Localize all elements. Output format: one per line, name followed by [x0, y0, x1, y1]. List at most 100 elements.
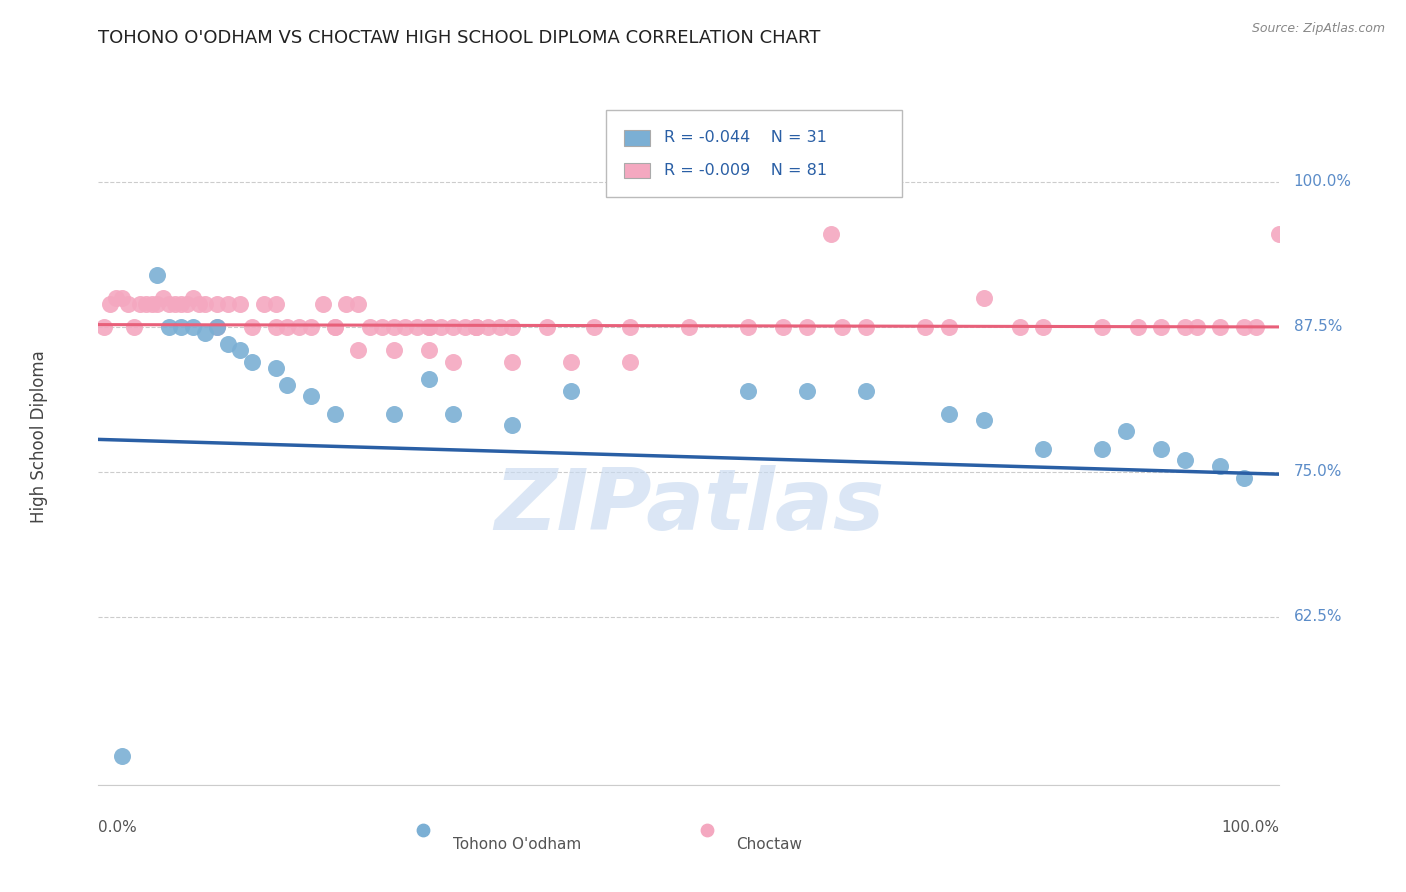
- Point: [181, 291, 204, 305]
- Point: [1174, 453, 1197, 467]
- Point: [347, 343, 370, 358]
- Point: [501, 418, 523, 433]
- Point: [165, 296, 187, 311]
- Point: [1032, 320, 1054, 334]
- Point: [141, 296, 163, 311]
- Point: [240, 355, 263, 369]
- Text: R = -0.009    N = 81: R = -0.009 N = 81: [664, 163, 827, 178]
- Point: [117, 296, 139, 311]
- Point: [347, 296, 370, 311]
- Point: [973, 412, 995, 426]
- Point: [855, 320, 877, 334]
- Point: [111, 749, 134, 764]
- Text: High School Diploma: High School Diploma: [31, 351, 48, 524]
- Point: [418, 320, 440, 334]
- Point: [501, 355, 523, 369]
- Point: [229, 343, 252, 358]
- Point: [323, 320, 346, 334]
- Point: [312, 296, 335, 311]
- Point: [135, 296, 157, 311]
- Point: [157, 296, 180, 311]
- Point: [194, 326, 217, 340]
- Point: [98, 296, 121, 311]
- Point: [157, 320, 180, 334]
- Text: Tohono O'odham: Tohono O'odham: [453, 837, 581, 852]
- Text: ZIPatlas: ZIPatlas: [494, 465, 884, 549]
- Point: [430, 320, 453, 334]
- Point: [855, 384, 877, 398]
- Point: [406, 320, 429, 334]
- Point: [465, 320, 488, 334]
- Point: [371, 320, 394, 334]
- Point: [1209, 320, 1232, 334]
- Point: [1233, 471, 1256, 485]
- Point: [276, 378, 298, 392]
- Point: [323, 407, 346, 421]
- Point: [796, 384, 818, 398]
- Point: [441, 320, 464, 334]
- Point: [181, 320, 204, 334]
- Point: [1268, 227, 1291, 241]
- Point: [938, 407, 960, 421]
- Point: [264, 320, 287, 334]
- FancyBboxPatch shape: [624, 163, 650, 178]
- Point: [122, 320, 145, 334]
- Point: [105, 291, 128, 305]
- Point: [264, 296, 287, 311]
- Point: [441, 355, 464, 369]
- Point: [1244, 320, 1267, 334]
- Point: [146, 268, 169, 282]
- Point: [394, 320, 416, 334]
- Point: [359, 320, 381, 334]
- Point: [418, 343, 440, 358]
- Point: [335, 296, 357, 311]
- Point: [418, 320, 440, 334]
- Point: [1115, 424, 1137, 438]
- Point: [1209, 458, 1232, 473]
- Point: [205, 296, 228, 311]
- FancyBboxPatch shape: [624, 130, 650, 145]
- Point: [938, 320, 960, 334]
- Point: [240, 320, 263, 334]
- Point: [382, 343, 405, 358]
- Point: [276, 320, 298, 334]
- Point: [205, 320, 228, 334]
- Text: R = -0.044    N = 31: R = -0.044 N = 31: [664, 130, 827, 145]
- Point: [217, 337, 239, 351]
- Point: [831, 320, 853, 334]
- Point: [128, 296, 150, 311]
- Text: TOHONO O'ODHAM VS CHOCTAW HIGH SCHOOL DIPLOMA CORRELATION CHART: TOHONO O'ODHAM VS CHOCTAW HIGH SCHOOL DI…: [98, 29, 821, 47]
- Point: [678, 320, 700, 334]
- Point: [796, 320, 818, 334]
- Point: [1150, 320, 1173, 334]
- Point: [772, 320, 794, 334]
- Point: [170, 296, 193, 311]
- Point: [217, 296, 239, 311]
- Text: Source: ZipAtlas.com: Source: ZipAtlas.com: [1251, 22, 1385, 36]
- Point: [146, 296, 169, 311]
- Point: [914, 320, 936, 334]
- Point: [501, 320, 523, 334]
- Point: [299, 320, 322, 334]
- Point: [737, 320, 759, 334]
- Point: [1091, 442, 1114, 456]
- Point: [465, 320, 488, 334]
- Point: [560, 384, 582, 398]
- Point: [205, 320, 228, 334]
- Point: [194, 296, 217, 311]
- Point: [382, 320, 405, 334]
- Text: 62.5%: 62.5%: [1294, 609, 1343, 624]
- Point: [323, 320, 346, 334]
- Point: [1008, 320, 1031, 334]
- Point: [441, 407, 464, 421]
- Text: 75.0%: 75.0%: [1294, 465, 1341, 479]
- Point: [229, 296, 252, 311]
- Point: [93, 320, 115, 334]
- Point: [1126, 320, 1149, 334]
- Point: [489, 320, 512, 334]
- Point: [253, 296, 276, 311]
- Point: [288, 320, 311, 334]
- Point: [820, 227, 842, 241]
- Point: [1185, 320, 1208, 334]
- Point: [187, 296, 209, 311]
